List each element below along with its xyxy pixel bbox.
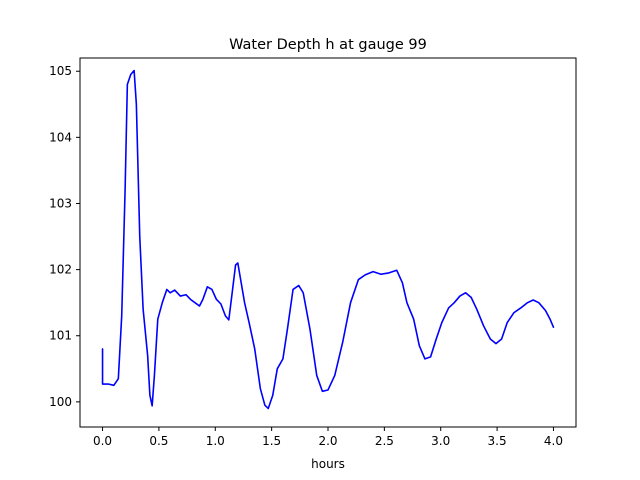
y-tick-label: 103 <box>49 196 72 210</box>
x-tick-label: 2.0 <box>318 434 337 448</box>
x-axis-label: hours <box>311 457 345 471</box>
chart-title: Water Depth h at gauge 99 <box>229 37 427 53</box>
y-tick-label: 102 <box>49 263 72 277</box>
y-tick-label: 100 <box>49 395 72 409</box>
y-tick-label: 101 <box>49 329 72 343</box>
x-tick-label: 0.0 <box>93 434 112 448</box>
y-axis: 100 101 102 103 104 105 <box>49 64 80 409</box>
series-line-0 <box>101 69 555 410</box>
x-axis: 0.0 0.5 1.0 1.5 2.0 2.5 3.0 3.5 4.0 <box>93 427 563 448</box>
y-tick-label: 105 <box>49 64 72 78</box>
x-tick-label: 0.5 <box>149 434 168 448</box>
x-tick-label: 2.5 <box>375 434 394 448</box>
x-tick-label: 1.5 <box>262 434 281 448</box>
x-tick-label: 1.0 <box>206 434 225 448</box>
x-tick-label: 4.0 <box>544 434 563 448</box>
x-tick-label: 3.5 <box>488 434 507 448</box>
y-tick-label: 104 <box>49 130 72 144</box>
x-tick-label: 3.0 <box>431 434 450 448</box>
